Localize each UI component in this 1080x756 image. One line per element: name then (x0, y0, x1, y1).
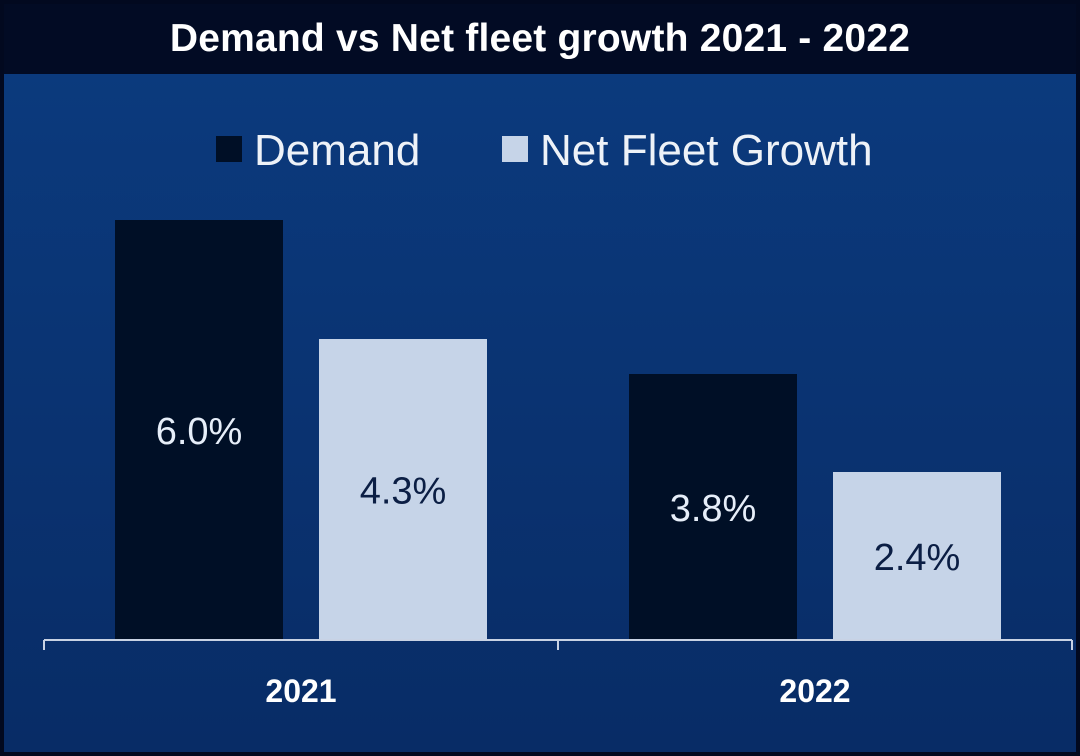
data-label-net-fleet-growth-2021: 4.3% (360, 471, 447, 513)
legend-swatch-net-fleet-growth (502, 136, 528, 162)
bar-demand-2021 (115, 220, 283, 640)
data-label-demand-2021: 6.0% (156, 411, 243, 453)
data-label-demand-2022: 3.8% (670, 488, 757, 530)
bar-net-fleet-growth-2022 (833, 472, 1001, 640)
title-bar: Demand vs Net fleet growth 2021 - 2022 (4, 4, 1076, 74)
legend-swatch-demand (216, 136, 242, 162)
category-label-2021: 2021 (265, 673, 336, 709)
data-label-net-fleet-growth-2022: 2.4% (874, 537, 961, 579)
bar-chart: Demand Net Fleet Growth 6.0% 4.3% 2021 3.8% 2.… (43, 126, 1073, 709)
bar-net-fleet-growth-2021 (319, 339, 487, 640)
bar-demand-2022 (629, 374, 797, 640)
legend-label-net-fleet-growth: Net Fleet Growth (540, 126, 873, 175)
legend-label-demand: Demand (254, 126, 420, 175)
chart-title: Demand vs Net fleet growth 2021 - 2022 (169, 17, 911, 60)
category-label-2022: 2022 (779, 673, 850, 709)
plot-area: Demand Net Fleet Growth 6.0% 4.3% 2021 3.8% 2.… (4, 74, 1076, 752)
